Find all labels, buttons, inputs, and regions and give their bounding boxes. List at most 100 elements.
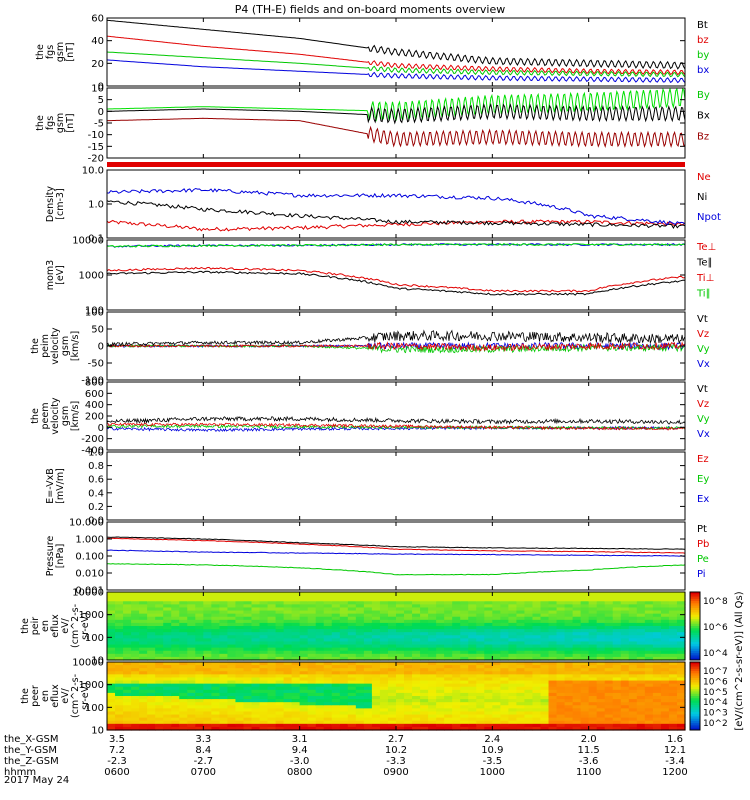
spectrogram-cell xyxy=(355,720,365,725)
spectrogram-cell xyxy=(580,632,590,636)
spectrogram-cell xyxy=(291,705,301,709)
spectrogram-cell xyxy=(283,705,293,709)
x-tick-label: 0900 xyxy=(383,767,408,778)
spectrogram-cell xyxy=(612,632,622,636)
spectrogram-cell xyxy=(636,699,646,703)
spectrogram-cell xyxy=(396,662,405,666)
spectrogram-cell xyxy=(636,689,646,694)
spectrogram-cell xyxy=(387,632,397,636)
spectrogram-cell xyxy=(147,692,156,697)
spectrogram-cell xyxy=(564,601,574,605)
spectrogram-cell xyxy=(115,607,124,612)
spectrogram-cell xyxy=(323,702,333,706)
spectrogram-cell xyxy=(171,644,180,649)
spectrogram-cell xyxy=(532,674,542,679)
spectrogram-cell xyxy=(468,656,477,661)
y-tick-label: -200 xyxy=(81,434,104,445)
spectrogram-cell xyxy=(235,683,245,688)
spectrogram-cell xyxy=(508,714,518,719)
spectrogram-cell xyxy=(676,717,686,722)
spectrogram-cell xyxy=(171,662,180,666)
colorbar-cell xyxy=(690,696,700,699)
spectrogram-cell xyxy=(299,592,309,596)
spectrogram-cell xyxy=(484,674,493,679)
spectrogram-cell xyxy=(355,674,365,679)
spectrogram-cell xyxy=(283,647,293,652)
spectrogram-cell xyxy=(211,650,220,655)
spectrogram-cell xyxy=(484,692,493,697)
spectrogram-cell xyxy=(452,604,461,609)
spectrogram-cell xyxy=(131,723,140,728)
spectrogram-cell xyxy=(628,668,638,672)
spectrogram-cell xyxy=(500,638,509,643)
spectrogram-cell xyxy=(371,650,381,655)
spectrogram-cell xyxy=(668,683,678,688)
spectrogram-cell xyxy=(644,711,654,716)
spectrogram-cell xyxy=(476,696,485,700)
spectrogram-cell xyxy=(243,647,253,652)
spectrogram-cell xyxy=(251,635,261,639)
spectrogram-cell xyxy=(564,656,574,661)
spectrogram-cell xyxy=(628,616,638,621)
spectrogram-cell xyxy=(500,656,509,661)
spectrogram-cell xyxy=(452,592,461,596)
spectrogram-cell xyxy=(508,717,518,722)
spectrogram-cell xyxy=(235,607,245,612)
spectrogram-cell xyxy=(420,641,429,646)
spectrogram-cell xyxy=(676,665,686,669)
spectrogram-cell xyxy=(283,711,293,716)
spectrogram-cell xyxy=(235,696,245,700)
spectrogram-cell xyxy=(492,622,501,627)
spectrogram-cell xyxy=(115,610,124,615)
spectrogram-cell xyxy=(596,610,606,615)
colorbar-tick-label: 10^8 xyxy=(703,597,728,607)
spectrogram-cell xyxy=(283,677,293,682)
spectrogram-cell xyxy=(299,674,309,679)
legend-entry: Bz xyxy=(697,131,709,142)
spectrogram-cell xyxy=(420,674,429,679)
spectrogram-cell xyxy=(171,635,180,639)
spectrogram-cell xyxy=(107,662,116,666)
spectrogram-cell xyxy=(187,668,196,672)
spectrogram-cell xyxy=(115,683,124,688)
spectrogram-cell xyxy=(620,610,630,615)
spectrogram-cell xyxy=(211,668,220,672)
spectrogram-cell xyxy=(163,696,172,700)
spectrogram-cell xyxy=(107,711,116,716)
spectrogram-cell xyxy=(572,622,582,627)
spectrogram-cell xyxy=(299,711,309,716)
spectrogram-cell xyxy=(644,635,654,639)
spectrogram-cell xyxy=(363,677,373,682)
spectrogram-cell xyxy=(179,595,188,599)
spectrogram-cell xyxy=(363,726,373,731)
spectrogram-cell xyxy=(540,644,550,649)
spectrogram-cell xyxy=(532,644,542,649)
spectrogram-cell xyxy=(532,662,542,666)
spectrogram-cell xyxy=(363,702,373,706)
spectrogram-cell xyxy=(323,692,333,697)
spectrogram-cell xyxy=(436,671,445,675)
spectrogram-cell xyxy=(452,714,461,719)
spectrogram-cell xyxy=(331,668,341,672)
spectrogram-cell xyxy=(219,723,229,728)
spectrogram-cell xyxy=(412,601,421,605)
spectrogram-cell xyxy=(379,717,389,722)
spectrogram-cell xyxy=(107,723,116,728)
spectrogram-cell xyxy=(115,662,124,666)
spectrogram-cell xyxy=(163,723,172,728)
spectrogram-cell xyxy=(556,686,566,691)
spectrogram-cell xyxy=(596,671,606,675)
spectrogram-cell xyxy=(323,619,333,624)
spectrogram-cell xyxy=(548,680,558,685)
spectrogram-cell xyxy=(476,650,485,655)
spectrogram-cell xyxy=(516,613,526,618)
spectrogram-cell xyxy=(500,677,509,682)
legend-entry: Pe xyxy=(697,554,709,565)
spectrogram-cell xyxy=(187,723,196,728)
spectrogram-cell xyxy=(227,726,237,731)
spectrogram-cell xyxy=(444,653,453,658)
spectrogram-cell xyxy=(379,619,389,624)
spectrogram-cell xyxy=(379,674,389,679)
spectrogram-cell xyxy=(371,711,381,716)
spectrogram-cell xyxy=(548,689,558,694)
